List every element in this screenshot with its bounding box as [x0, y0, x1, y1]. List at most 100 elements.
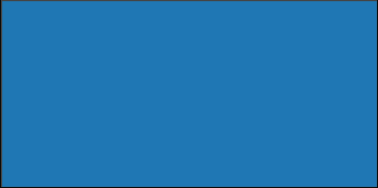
Polygon shape — [219, 64, 241, 70]
Bar — [76, 174, 78, 178]
Circle shape — [67, 51, 74, 59]
Text: TFA: TFA — [141, 115, 155, 124]
Bar — [80, 50, 115, 75]
Circle shape — [89, 160, 99, 170]
Bar — [11, 60, 45, 85]
Bar — [311, 174, 321, 183]
Circle shape — [319, 44, 340, 65]
Circle shape — [255, 133, 275, 153]
Circle shape — [142, 52, 158, 68]
Text: TEA: TEA — [100, 133, 115, 142]
Polygon shape — [256, 64, 263, 67]
Text: UV: UV — [246, 177, 257, 186]
Circle shape — [122, 32, 138, 48]
Bar — [240, 115, 242, 119]
Circle shape — [241, 119, 289, 167]
Polygon shape — [256, 46, 263, 49]
Polygon shape — [256, 55, 263, 58]
Circle shape — [301, 62, 325, 86]
Bar — [76, 115, 78, 119]
Bar — [104, 147, 116, 173]
Polygon shape — [216, 46, 244, 54]
Polygon shape — [256, 11, 263, 14]
Text: TFA: TFA — [175, 132, 189, 141]
Polygon shape — [249, 71, 271, 78]
Bar — [342, 105, 361, 171]
Bar — [297, 174, 307, 183]
Circle shape — [355, 47, 370, 63]
Polygon shape — [219, 56, 241, 62]
Polygon shape — [252, 27, 268, 32]
Circle shape — [293, 51, 300, 58]
Bar — [240, 163, 242, 167]
Bar — [76, 151, 78, 155]
Bar — [325, 174, 335, 183]
Bar — [240, 174, 242, 178]
Bar — [76, 180, 78, 184]
Bar — [28, 107, 37, 131]
Bar — [240, 157, 242, 161]
Text: AIEE: AIEE — [6, 90, 30, 100]
Bar — [240, 168, 242, 173]
Text: Day light: Day light — [6, 177, 40, 186]
Bar — [345, 108, 358, 168]
Bar — [240, 145, 242, 149]
Polygon shape — [219, 73, 241, 79]
Bar — [240, 109, 242, 113]
Polygon shape — [224, 66, 235, 69]
Bar — [76, 97, 78, 101]
Circle shape — [334, 24, 358, 48]
Circle shape — [86, 6, 94, 14]
Polygon shape — [216, 38, 244, 46]
Circle shape — [310, 70, 317, 77]
Bar — [160, 45, 195, 70]
Circle shape — [310, 32, 317, 39]
Circle shape — [314, 40, 345, 70]
Polygon shape — [224, 6, 235, 10]
Bar — [76, 133, 78, 137]
Bar — [76, 109, 78, 113]
Bar — [124, 103, 136, 131]
Polygon shape — [224, 15, 235, 18]
Polygon shape — [249, 17, 271, 24]
Circle shape — [106, 21, 114, 29]
Bar — [76, 168, 78, 173]
Polygon shape — [252, 54, 268, 59]
Polygon shape — [219, 5, 241, 11]
Bar — [40, 40, 75, 65]
Polygon shape — [224, 57, 235, 60]
Bar — [170, 97, 238, 184]
Bar — [140, 20, 175, 45]
Circle shape — [342, 32, 350, 39]
Bar — [45, 107, 56, 131]
Bar — [124, 147, 136, 173]
Bar — [19, 45, 44, 85]
Bar — [3, 97, 74, 184]
Bar — [60, 10, 95, 35]
Bar — [240, 133, 242, 137]
Polygon shape — [252, 45, 268, 50]
Polygon shape — [256, 73, 263, 76]
Bar — [9, 143, 68, 173]
Polygon shape — [219, 30, 241, 37]
Bar — [84, 100, 160, 136]
Bar — [240, 103, 242, 107]
Circle shape — [289, 47, 304, 63]
Bar — [188, 0, 375, 95]
Bar — [45, 147, 56, 168]
Bar — [240, 180, 242, 184]
Circle shape — [42, 67, 58, 83]
Polygon shape — [252, 36, 268, 41]
Circle shape — [125, 160, 135, 170]
Polygon shape — [252, 9, 268, 14]
Circle shape — [208, 101, 236, 129]
Circle shape — [350, 43, 375, 67]
Text: TFA: TFA — [270, 110, 283, 119]
Bar — [216, 38, 244, 56]
Bar — [339, 103, 364, 173]
Polygon shape — [256, 28, 263, 31]
Text: TFA: TFA — [318, 139, 335, 148]
Bar — [84, 143, 160, 177]
Polygon shape — [249, 44, 271, 51]
Bar — [353, 174, 363, 183]
